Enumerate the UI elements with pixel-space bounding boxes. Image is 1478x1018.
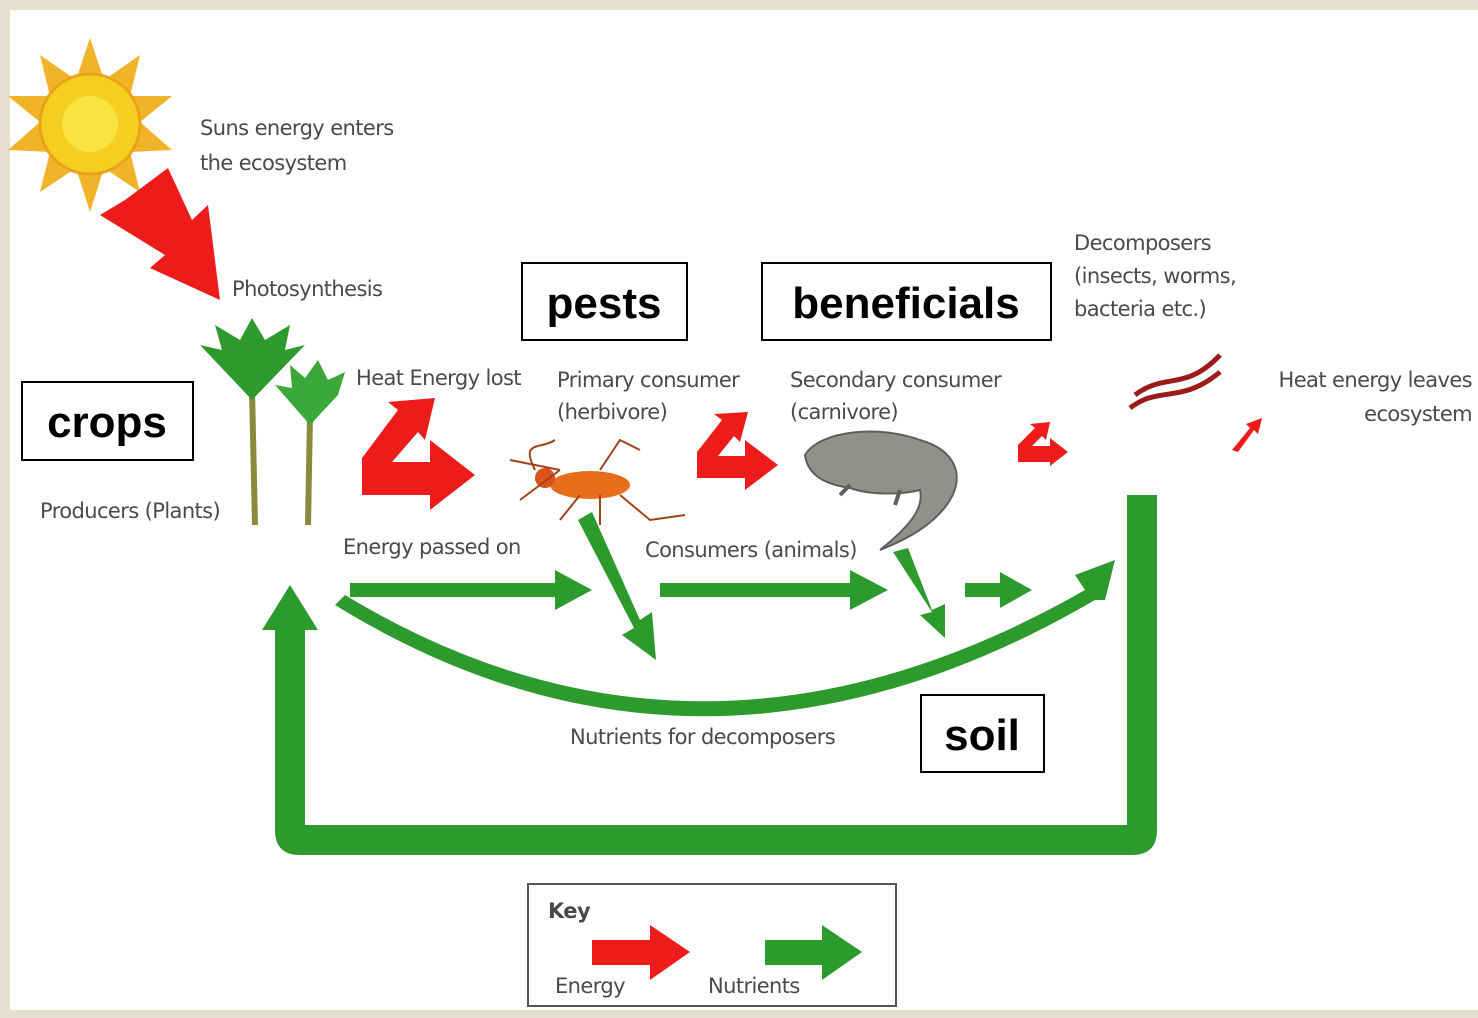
pests-label: pests [547, 279, 662, 328]
sun-text: the ecosystem [200, 151, 347, 175]
heat-leaves-text: Heat energy leaves [1279, 368, 1472, 392]
heat-leaves-text: ecosystem [1364, 402, 1472, 426]
primary-consumer-text: (herbivore) [557, 400, 667, 424]
key-nutrients: Nutrients [708, 974, 800, 998]
heat-lost-text: Heat Energy lost [356, 366, 521, 390]
beneficials-label: beneficials [792, 279, 1019, 328]
nutrients-text: Nutrients for decomposers [570, 725, 835, 749]
decomposers-text: bacteria etc.) [1074, 297, 1206, 321]
photosynthesis-text: Photosynthesis [232, 277, 382, 301]
energy-passed-text: Energy passed on [343, 535, 521, 559]
producers-text: Producers (Plants) [40, 499, 220, 523]
soil-label: soil [944, 711, 1020, 760]
secondary-consumer-text: Secondary consumer [790, 368, 1002, 392]
diagram: Suns energy enters the ecosystem Photosy… [0, 0, 1478, 1018]
key-energy: Energy [555, 974, 625, 998]
decomposers-text: (insects, worms, [1074, 264, 1236, 288]
crops-label: crops [47, 398, 167, 447]
secondary-consumer-text: (carnivore) [790, 400, 898, 424]
primary-consumer-text: Primary consumer [557, 368, 740, 392]
consumers-text: Consumers (animals) [645, 538, 857, 562]
decomposers-text: Decomposers [1074, 231, 1211, 255]
sun-text: Suns energy enters [200, 116, 394, 140]
key-title: Key [548, 899, 591, 923]
